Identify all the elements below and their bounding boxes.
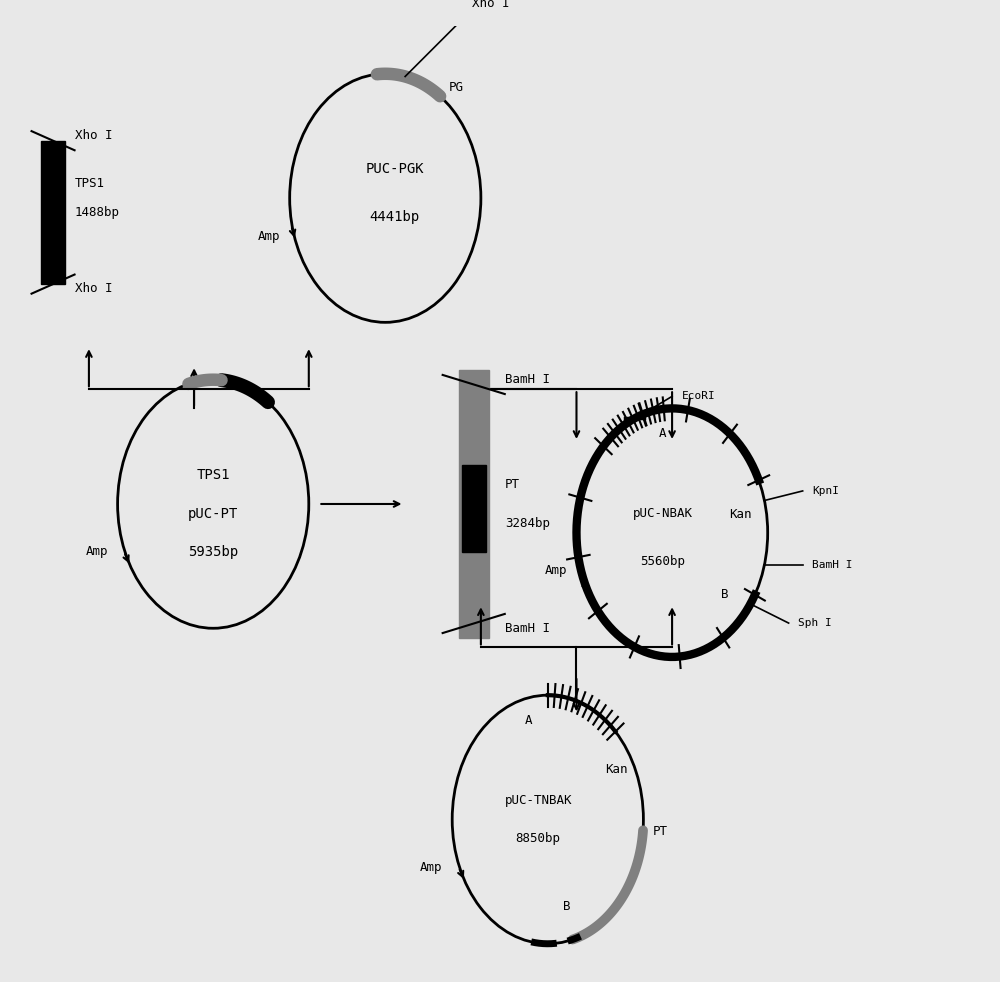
Text: pUC-TNBAK: pUC-TNBAK	[504, 793, 572, 807]
Text: PG: PG	[448, 82, 463, 94]
Text: Amp: Amp	[258, 230, 280, 243]
Text: Amp: Amp	[544, 565, 567, 577]
Text: 3284bp: 3284bp	[505, 517, 550, 529]
Text: 8850bp: 8850bp	[516, 832, 561, 846]
Bar	[462, 464, 486, 552]
Text: Kan: Kan	[729, 508, 752, 520]
Text: PT: PT	[653, 826, 668, 839]
Text: B: B	[721, 588, 728, 601]
Text: Xho I: Xho I	[75, 283, 112, 296]
Text: BamH I: BamH I	[505, 373, 550, 386]
Text: A: A	[659, 427, 666, 440]
Text: BamH I: BamH I	[505, 622, 550, 634]
Text: TPS1: TPS1	[75, 177, 105, 191]
Bar	[459, 370, 489, 638]
Text: A: A	[525, 714, 532, 727]
Text: Amp: Amp	[86, 545, 108, 559]
Text: BamH I: BamH I	[812, 560, 853, 570]
Text: Xho I: Xho I	[472, 0, 510, 10]
Text: pUC-NBAK: pUC-NBAK	[633, 507, 693, 520]
Text: Xho I: Xho I	[75, 130, 112, 142]
Text: PUC-PGK: PUC-PGK	[366, 162, 424, 177]
Text: Kan: Kan	[605, 763, 628, 776]
Text: PT: PT	[505, 478, 520, 491]
Text: 5560bp: 5560bp	[640, 555, 685, 568]
Text: TPS1: TPS1	[196, 468, 230, 482]
Text: 1488bp: 1488bp	[75, 206, 120, 219]
Text: 4441bp: 4441bp	[370, 210, 420, 224]
Text: 5935bp: 5935bp	[188, 545, 238, 559]
Text: EcoRI: EcoRI	[682, 392, 715, 402]
Text: KpnI: KpnI	[812, 486, 839, 496]
Text: B: B	[563, 900, 571, 913]
Text: Amp: Amp	[420, 861, 443, 874]
Text: pUC-PT: pUC-PT	[188, 507, 238, 520]
Text: Sph I: Sph I	[798, 618, 832, 628]
Bar	[41, 140, 65, 284]
